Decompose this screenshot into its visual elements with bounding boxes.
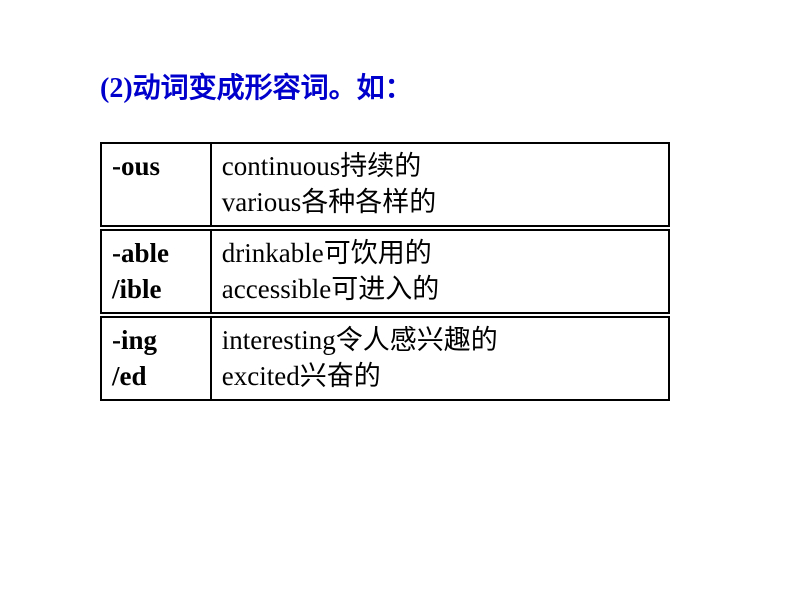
slide-title: (2)动词变成形容词。如： [100, 66, 694, 106]
examples-cell: continuous持续的various各种各样的 [211, 143, 669, 226]
table-row: -ous continuous持续的various各种各样的 [101, 143, 669, 226]
table-row: -able /ible drinkable可饮用的accessible可进入的 [101, 230, 669, 313]
suffix-cell: -ing/ed [101, 317, 211, 400]
suffix-cell: -able /ible [101, 230, 211, 313]
slide-content: (2)动词变成形容词。如： -ous continuous持续的various各… [0, 0, 794, 401]
examples-cell: interesting令人感兴趣的excited兴奋的 [211, 317, 669, 400]
examples-cell: drinkable可饮用的accessible可进入的 [211, 230, 669, 313]
suffix-cell: -ous [101, 143, 211, 226]
suffix-table: -ous continuous持续的various各种各样的 -able /ib… [100, 142, 670, 401]
table-row: -ing/ed interesting令人感兴趣的excited兴奋的 [101, 317, 669, 400]
